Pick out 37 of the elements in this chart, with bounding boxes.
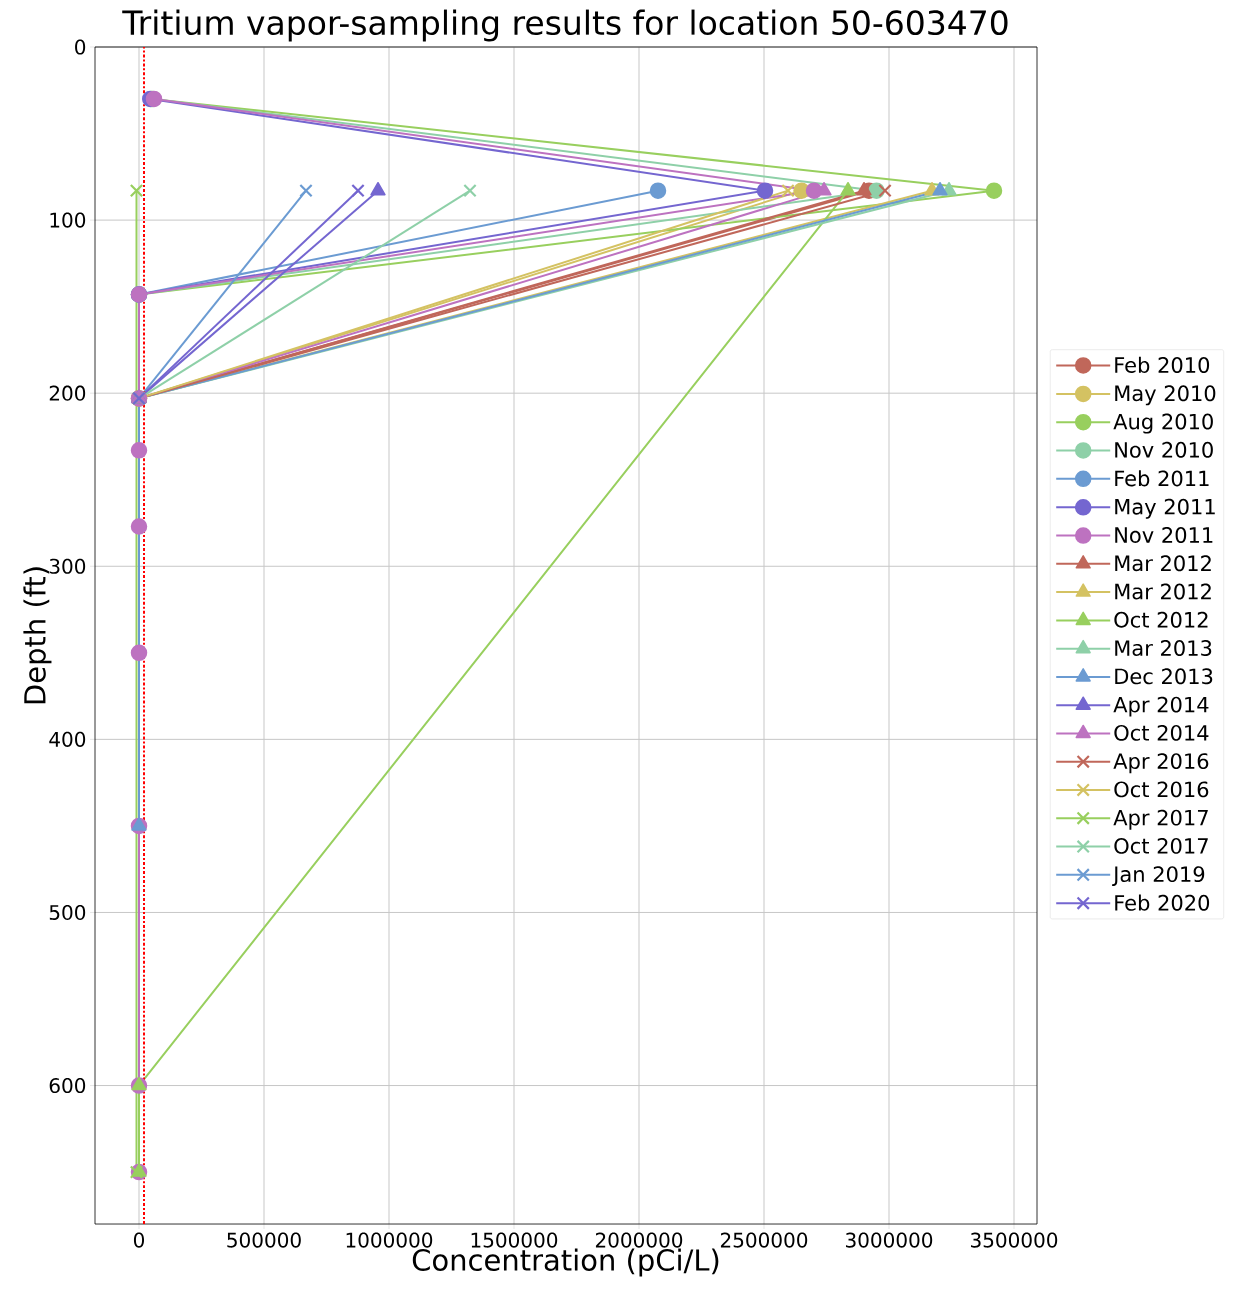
x-tick-label: 0 <box>133 1232 145 1248</box>
legend-label: Feb 2010 <box>1115 356 1210 373</box>
legend-label: Apr 2016 <box>1113 753 1209 774</box>
y-tick-label: 500 <box>49 904 86 921</box>
x-axis-title: Concentration (pCi/L) <box>412 1248 719 1277</box>
legend-label: Mar 2012 <box>1115 583 1211 600</box>
y-tick-label: 200 <box>49 385 86 401</box>
x-tick-label: 2500000 <box>720 1232 808 1248</box>
legend-label: Apr 2014 <box>1113 696 1209 717</box>
legend-label: Nov 2011 <box>1115 527 1213 543</box>
x-tick-label: 2000000 <box>595 1232 683 1248</box>
x-tick-label: 500000 <box>227 1232 301 1248</box>
y-tick-label: 100 <box>50 212 86 228</box>
legend-label: Aug 2010 <box>1113 413 1213 434</box>
legend-label: Dec 2013 <box>1115 668 1213 685</box>
legend-label: Feb 2011 <box>1115 470 1209 487</box>
legend-label: May 2011 <box>1115 498 1215 519</box>
legend-label: Oct 2012 <box>1114 611 1208 628</box>
legend-label: Nov 2010 <box>1115 441 1213 458</box>
legend-label: Oct 2014 <box>1114 724 1209 741</box>
legend-label: Feb 2020 <box>1115 894 1210 911</box>
legend-label: Oct 2016 <box>1114 781 1209 798</box>
legend-label: Mar 2013 <box>1115 640 1212 656</box>
y-tick-label: 600 <box>49 1077 86 1094</box>
x-tick-label: 1500000 <box>471 1232 558 1248</box>
y-tick-label: 400 <box>49 731 86 747</box>
y-tick-label: 300 <box>49 558 86 574</box>
legend-label: Mar 2012 <box>1115 555 1211 572</box>
x-tick-label: 3500000 <box>971 1232 1058 1248</box>
x-tick-label: 3000000 <box>846 1232 933 1248</box>
chart-title: Tritium vapor-sampling results for location 50-603470 <box>122 9 1008 42</box>
legend-label: Oct 2017 <box>1114 837 1208 854</box>
legend-label: Jan 2019 <box>1112 866 1205 887</box>
x-tick-label: 1000000 <box>346 1232 433 1248</box>
legend-label: Apr 2017 <box>1113 809 1208 830</box>
legend-label: May 2010 <box>1115 385 1216 406</box>
y-tick-label: 0 <box>75 39 86 55</box>
